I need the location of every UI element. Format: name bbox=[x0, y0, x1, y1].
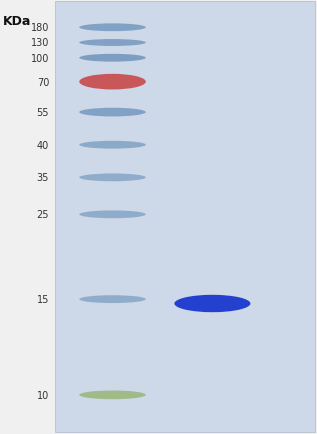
Ellipse shape bbox=[79, 40, 146, 47]
Text: 10: 10 bbox=[37, 390, 49, 400]
Text: 180: 180 bbox=[31, 23, 49, 33]
Ellipse shape bbox=[79, 75, 146, 90]
Ellipse shape bbox=[79, 108, 146, 117]
Text: 55: 55 bbox=[37, 108, 49, 118]
Ellipse shape bbox=[79, 174, 146, 182]
Ellipse shape bbox=[79, 141, 146, 149]
Text: KDa: KDa bbox=[3, 15, 32, 28]
Text: 100: 100 bbox=[31, 54, 49, 63]
Text: 70: 70 bbox=[37, 78, 49, 87]
Ellipse shape bbox=[79, 24, 146, 32]
Text: 15: 15 bbox=[37, 295, 49, 304]
Text: 25: 25 bbox=[37, 210, 49, 220]
Text: 130: 130 bbox=[31, 39, 49, 48]
Ellipse shape bbox=[79, 296, 146, 303]
Ellipse shape bbox=[79, 55, 146, 62]
Text: 35: 35 bbox=[37, 173, 49, 183]
Ellipse shape bbox=[79, 391, 146, 399]
Text: 40: 40 bbox=[37, 141, 49, 150]
Ellipse shape bbox=[79, 211, 146, 219]
FancyBboxPatch shape bbox=[55, 2, 315, 432]
Ellipse shape bbox=[174, 295, 250, 312]
